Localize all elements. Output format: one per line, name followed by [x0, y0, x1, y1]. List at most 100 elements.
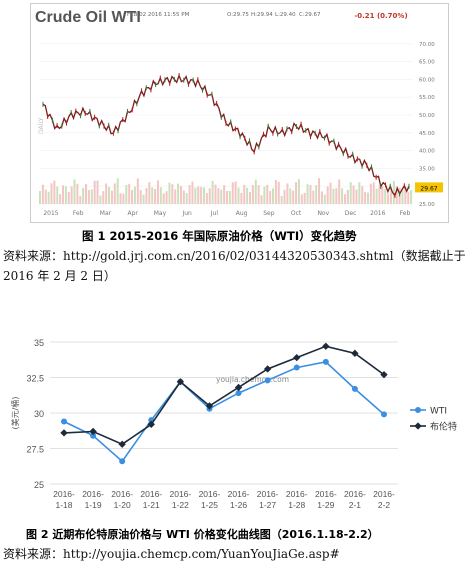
- volume-bar: [90, 189, 93, 204]
- volume-bar: [67, 191, 70, 204]
- x-tick-year: 2016-: [82, 489, 104, 499]
- volume-bar: [300, 194, 303, 204]
- volume-bar: [50, 183, 53, 204]
- brent-point: [380, 370, 388, 379]
- volume-bar: [272, 188, 275, 204]
- y-tick-label: 25.00: [419, 202, 435, 208]
- volume-bar: [341, 188, 344, 204]
- y-tick-label: 50.00: [419, 113, 435, 119]
- volume-bar: [246, 187, 249, 204]
- volume-bar: [378, 185, 381, 204]
- x-tick-label: Nov: [317, 210, 329, 217]
- volume-bar: [352, 185, 355, 204]
- price-line: [42, 73, 410, 197]
- volume-bar: [329, 182, 332, 204]
- volume-bar: [136, 178, 139, 204]
- volume-bar: [346, 189, 349, 204]
- volume-bar: [323, 194, 326, 204]
- volume-bar: [277, 181, 280, 204]
- x-tick-label: Sep: [263, 210, 275, 217]
- y-tick-label: 45.00: [419, 131, 435, 137]
- chart-title: Crude Oil WTI: [35, 9, 141, 26]
- x-tick-date: 1-27: [259, 500, 276, 510]
- volume-bar: [309, 185, 312, 204]
- volume-bar: [177, 183, 180, 204]
- x-tick-date: 1-26: [230, 500, 247, 510]
- volume-bar: [289, 188, 292, 204]
- volume-bar: [125, 185, 128, 204]
- volume-bar: [228, 191, 231, 204]
- x-tick-year: 2016-: [373, 489, 395, 499]
- volume-bar: [133, 186, 136, 204]
- figure2-caption: 图 2 近期布伦特原油价格与 WTI 价格变化曲线图（2016.1.18-2.2…: [26, 528, 379, 541]
- volume-bar: [105, 183, 108, 204]
- volume-bar: [387, 193, 390, 204]
- volume-bar: [269, 191, 272, 204]
- volume-bar: [145, 188, 148, 204]
- volume-bar: [266, 184, 269, 204]
- wti-point: [293, 364, 300, 371]
- x-tick-label: Jun: [181, 210, 192, 217]
- volume-bar: [185, 193, 188, 204]
- volume-bar: [312, 190, 315, 204]
- header-ohlc-value: L:29.40: [275, 12, 296, 18]
- x-tick-date: 1-21: [143, 500, 160, 510]
- volume-bar: [315, 185, 318, 204]
- wti-point: [61, 418, 67, 425]
- brent-point: [147, 420, 155, 429]
- volume-bar: [108, 186, 111, 204]
- volume-bar: [47, 191, 50, 204]
- chart-watermark: youjia.chemcp.com: [216, 375, 289, 384]
- source1-text: 资料来源：http://gold.jrj.com.cn/2016/02/0314…: [3, 249, 466, 283]
- volume-bar: [102, 191, 105, 204]
- volume-bar: [188, 184, 191, 204]
- figure1-caption: 图 1 2015-2016 年国际原油价格（WTI）变化趋势: [82, 229, 357, 243]
- volume-bar: [318, 178, 321, 204]
- volume-bar: [142, 194, 145, 204]
- x-tick-year: 2016-: [228, 489, 250, 499]
- x-tick-date: 1-22: [172, 500, 189, 510]
- volume-bar: [211, 180, 214, 204]
- last-price-label: 29.67: [420, 185, 437, 192]
- x-tick-date: 1-20: [114, 500, 131, 510]
- change-text: -0.21 (0.70%): [354, 12, 407, 20]
- legend-marker: [415, 407, 421, 413]
- volume-bar: [41, 184, 44, 204]
- volume-bar: [381, 186, 384, 204]
- brent-point: [205, 402, 214, 410]
- volume-bar: [116, 178, 119, 204]
- wti-point: [119, 458, 126, 465]
- x-tick-year: 2016-: [199, 489, 221, 499]
- volume-bar: [338, 179, 341, 204]
- y-tick-label: 70.00: [419, 42, 435, 48]
- volume-bar: [202, 187, 205, 204]
- volume-bar: [335, 188, 338, 204]
- x-tick-date: 1-25: [201, 500, 218, 510]
- x-tick-year: 2016-: [53, 489, 75, 499]
- volume-bar: [122, 193, 125, 204]
- volume-bar: [154, 188, 157, 204]
- y-tick-label: 35: [34, 338, 44, 348]
- header-ohlc-value: H:29.94: [251, 12, 273, 18]
- y-axis-label: (美元/桶): [10, 397, 20, 430]
- x-tick-label: Oct: [291, 210, 302, 217]
- wti-point: [264, 377, 271, 384]
- last-price-badge: [415, 182, 443, 193]
- volume-bar: [237, 187, 240, 204]
- volume-bar: [343, 194, 346, 204]
- legend-label: 布伦特: [430, 421, 457, 433]
- daily-watermark: DAILY: [38, 117, 45, 134]
- brent-point: [263, 365, 272, 373]
- x-tick-date: 2-1: [349, 500, 362, 510]
- brent-wti-comparison-chart: 35 32.5 30 27.5 25 (美元/桶) youjia.chemcp.com 201…: [6, 322, 458, 522]
- x-tick-label: 2016: [370, 210, 385, 217]
- volume-bar: [113, 183, 116, 204]
- volume-bar: [407, 192, 410, 204]
- volume-bar: [404, 185, 407, 204]
- volume-bar: [364, 191, 367, 204]
- volume-bar: [59, 194, 62, 204]
- volume-bar: [392, 180, 395, 204]
- volume-bar: [179, 186, 182, 204]
- x-tick-date: 1-29: [317, 500, 334, 510]
